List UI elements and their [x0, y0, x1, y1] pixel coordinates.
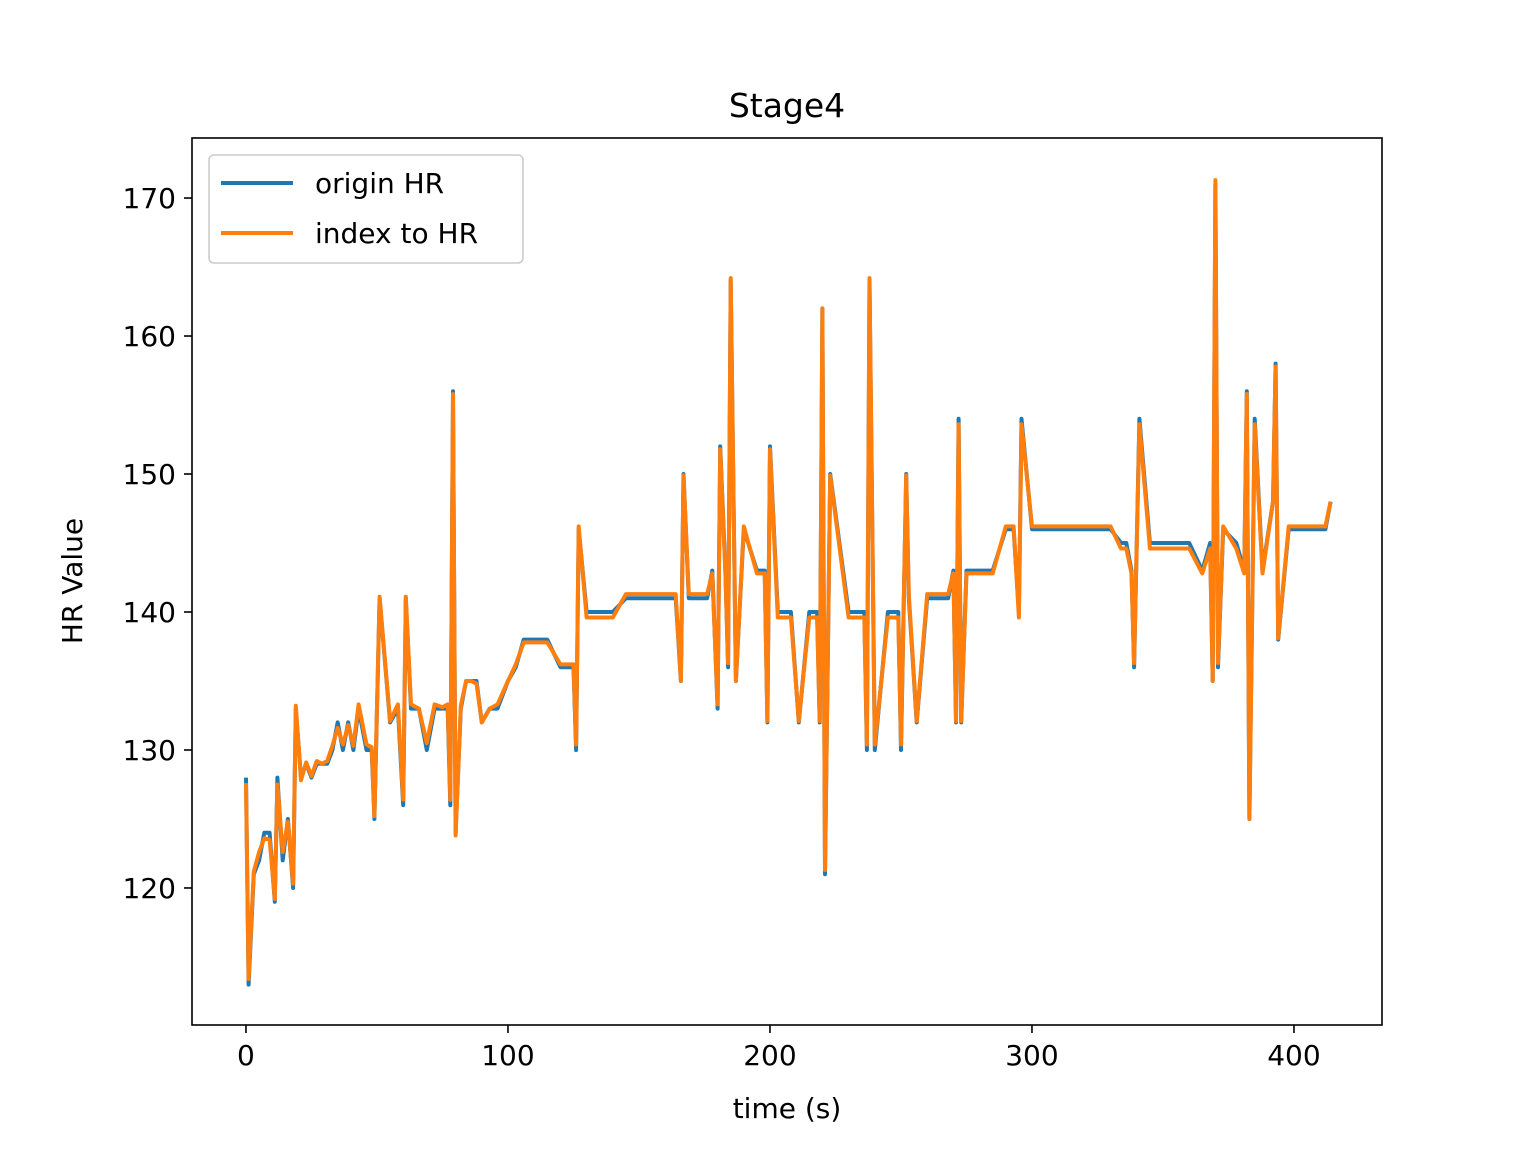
legend-label: index to HR	[315, 217, 478, 250]
x-tick-label: 400	[1267, 1039, 1320, 1072]
y-tick-label: 120	[123, 872, 176, 905]
chart-title: Stage4	[729, 86, 845, 125]
y-axis-label: HR Value	[56, 518, 89, 644]
x-tick-label: 200	[743, 1039, 796, 1072]
x-tick-label: 0	[237, 1039, 255, 1072]
legend-label: origin HR	[315, 167, 444, 200]
y-tick-label: 140	[123, 596, 176, 629]
y-tick-label: 150	[123, 458, 176, 491]
y-tick-label: 130	[123, 734, 176, 767]
x-tick-label: 300	[1005, 1039, 1058, 1072]
x-axis-label: time (s)	[733, 1092, 842, 1125]
x-tick-label: 100	[481, 1039, 534, 1072]
data-line	[244, 178, 1333, 981]
plot-frame	[191, 137, 1383, 1026]
y-tick-label: 160	[123, 320, 176, 353]
y-tick-label: 170	[123, 182, 176, 215]
